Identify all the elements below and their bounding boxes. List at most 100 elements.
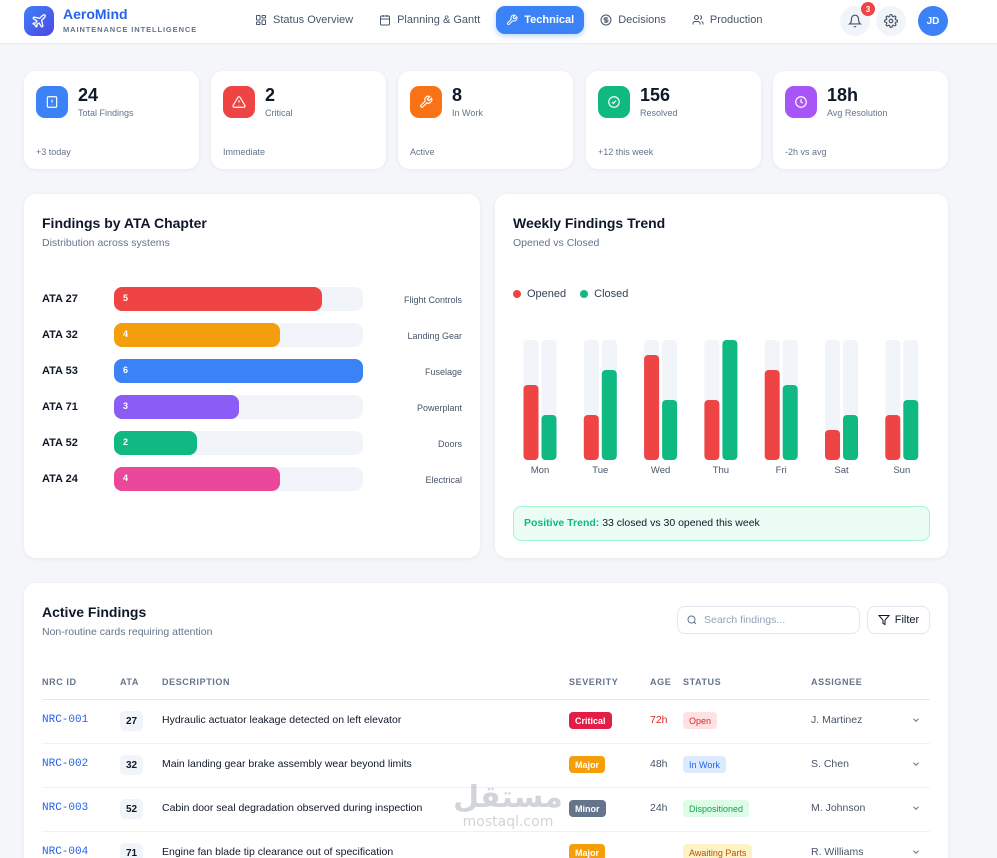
ata-bar-fill: 2 <box>114 431 197 455</box>
brand[interactable]: AeroMind MAINTENANCE INTELLIGENCE <box>63 6 197 35</box>
ata-row[interactable]: ATA 52 2 Doors <box>42 431 462 455</box>
nrc-id-link[interactable]: NRC-003 <box>42 802 89 814</box>
users-icon <box>692 15 704 25</box>
legend-label: Opened <box>527 288 567 300</box>
table-row[interactable]: NRC-001 27 Hydraulic actuator leakage de… <box>42 700 930 744</box>
bar-opened-fri[interactable] <box>764 370 780 460</box>
bar-opened-mon[interactable] <box>523 385 539 460</box>
finding-description: Cabin door seal degradation observed dur… <box>162 802 423 814</box>
nav-label: Decisions <box>618 14 666 26</box>
notification-count-badge: 3 <box>861 2 875 16</box>
ata-bar-track: 4 <box>114 323 363 347</box>
ata-bar-fill: 6 <box>114 359 363 383</box>
column-header-status[interactable]: STATUS <box>683 677 722 687</box>
filter-button[interactable]: Filter <box>867 606 930 634</box>
nav-label: Technical <box>524 14 575 26</box>
nav-label: Planning & Gantt <box>397 14 481 26</box>
finding-description: Main landing gear brake assembly wear be… <box>162 758 412 770</box>
ata-system-label: Flight Controls <box>403 295 462 305</box>
assignee: R. Williams <box>811 846 864 858</box>
chevron-down-icon[interactable] <box>908 756 924 772</box>
chevron-down-icon[interactable] <box>908 800 924 816</box>
ata-code: ATA 24 <box>42 473 78 485</box>
stat-footnote: -2h vs avg <box>785 147 827 157</box>
bar-closed-fri[interactable] <box>782 385 798 460</box>
ata-bar-fill: 4 <box>114 467 280 491</box>
column-header-age[interactable]: AGE <box>650 677 672 687</box>
chart-legend: Opened Closed <box>513 288 628 300</box>
brand-name: AeroMind <box>63 6 128 22</box>
ata-row[interactable]: ATA 71 3 Powerplant <box>42 395 462 419</box>
bar-closed-thu[interactable] <box>722 340 738 460</box>
ata-row[interactable]: ATA 53 6 Fuselage <box>42 359 462 383</box>
stat-label: In Work <box>452 108 483 118</box>
chevron-down-icon[interactable] <box>908 712 924 728</box>
severity-badge: Major <box>569 844 606 858</box>
nav-production[interactable]: Production <box>682 6 773 34</box>
nrc-id-link[interactable]: NRC-001 <box>42 714 89 726</box>
x-tick-label: Sat <box>834 465 849 476</box>
ata-row[interactable]: ATA 27 5 Flight Controls <box>42 287 462 311</box>
finding-description: Hydraulic actuator leakage detected on l… <box>162 714 402 726</box>
bar-opened-tue[interactable] <box>583 415 599 460</box>
column-header-nrc-id[interactable]: NRC ID <box>42 677 77 687</box>
table-row[interactable]: NRC-002 32 Main landing gear brake assem… <box>42 744 930 788</box>
chevron-down-icon[interactable] <box>908 844 924 858</box>
bar-closed-sat[interactable] <box>843 415 858 460</box>
main-nav: Status Overview Planning & Gantt Technic… <box>245 6 772 34</box>
bar-opened-sun[interactable] <box>885 415 901 460</box>
x-tick-label: Tue <box>592 465 608 476</box>
nav-label: Status Overview <box>273 14 354 26</box>
bar-opened-thu[interactable] <box>704 400 720 460</box>
column-header-description[interactable]: DESCRIPTION <box>162 677 231 687</box>
nav-status-overview[interactable]: Status Overview <box>245 6 363 34</box>
search-input[interactable] <box>704 614 854 626</box>
user-avatar[interactable]: JD <box>918 6 948 36</box>
legend-dot <box>513 290 521 298</box>
nav-decisions[interactable]: Decisions <box>590 6 676 34</box>
stat-value: 24 <box>78 85 99 105</box>
ata-count: 6 <box>123 365 129 375</box>
top-navigation-bar: AeroMind MAINTENANCE INTELLIGENCE Status… <box>0 0 997 44</box>
ata-chip: 52 <box>120 799 144 819</box>
bar-closed-sun[interactable] <box>903 400 919 460</box>
airplane-logo-icon[interactable] <box>24 6 54 36</box>
calendar-icon <box>380 15 391 26</box>
ata-count: 4 <box>123 329 129 339</box>
stat-footnote: Active <box>410 147 435 157</box>
column-header-severity[interactable]: SEVERITY <box>569 677 619 687</box>
bar-opened-sat[interactable] <box>825 430 840 460</box>
nav-label: Production <box>709 14 763 26</box>
search-findings[interactable] <box>677 606 860 634</box>
legend-dot <box>580 290 589 298</box>
nav-planning-gantt[interactable]: Planning & Gantt <box>369 6 490 34</box>
nav-technical[interactable]: Technical <box>496 6 585 34</box>
panel-title: Active Findings <box>42 604 147 620</box>
bar-closed-mon[interactable] <box>541 415 557 460</box>
stat-value: 2 <box>265 85 276 105</box>
column-header-assignee[interactable]: ASSIGNEE <box>811 677 863 687</box>
status-badge: Open <box>683 712 718 729</box>
column-header-ata[interactable]: ATA <box>120 677 139 687</box>
notifications-button[interactable]: 3 <box>840 2 875 36</box>
panel-title: Weekly Findings Trend <box>513 215 666 231</box>
nrc-id-link[interactable]: NRC-004 <box>42 846 89 858</box>
weekly-trend-bar-chart: Mon Tue Wed Thu Fri Sat Sun <box>523 340 919 476</box>
ata-chip: 71 <box>120 843 144 858</box>
table-row[interactable]: NRC-004 71 Engine fan blade tip clearanc… <box>42 832 930 858</box>
ata-row[interactable]: ATA 32 4 Landing Gear <box>42 323 462 347</box>
ata-bar-fill: 4 <box>114 323 280 347</box>
bar-opened-wed[interactable] <box>644 355 660 460</box>
stat-card-avg-resolution: 18h Avg Resolution -2h vs avg <box>773 71 948 169</box>
clock-icon <box>785 86 817 118</box>
gear-icon <box>884 14 898 28</box>
nrc-id-link[interactable]: NRC-002 <box>42 758 89 770</box>
table-row[interactable]: NRC-003 52 Cabin door seal degradation o… <box>42 788 930 832</box>
legend-label: Closed <box>594 288 629 300</box>
stat-footnote: +12 this week <box>598 147 654 157</box>
ata-row[interactable]: ATA 24 4 Electrical <box>42 467 462 491</box>
settings-button[interactable] <box>876 6 906 36</box>
bar-closed-tue[interactable] <box>601 370 617 460</box>
legend-closed: Closed <box>580 288 628 300</box>
bar-closed-wed[interactable] <box>662 400 678 460</box>
